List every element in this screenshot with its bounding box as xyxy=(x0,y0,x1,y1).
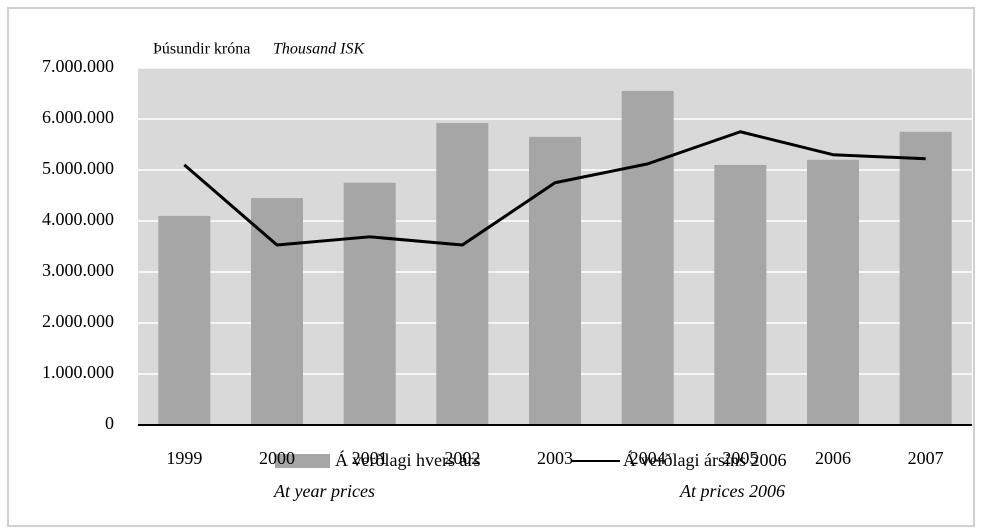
bar xyxy=(529,136,581,425)
x-tick-label: 2005 xyxy=(722,448,758,468)
bar xyxy=(251,198,303,425)
legend-label: Á verðlagi ársins 2006 xyxy=(623,449,786,470)
y-tick-label: 3.000.000 xyxy=(42,260,114,280)
x-tick-label: 2002 xyxy=(444,448,480,468)
x-tick-label: 2003 xyxy=(537,448,573,468)
legend-label-en: At year prices xyxy=(273,481,375,501)
bar xyxy=(807,159,859,426)
x-tick-label: 2000 xyxy=(259,448,295,468)
y-tick-label: 7.000.000 xyxy=(42,56,114,76)
x-tick-label: 2001 xyxy=(352,448,388,468)
y-tick-label: 0 xyxy=(105,413,114,433)
bar xyxy=(343,182,396,425)
legend-label-en: At prices 2006 xyxy=(679,481,785,501)
y-tick-label: 1.000.000 xyxy=(42,362,114,382)
bar xyxy=(714,164,767,425)
x-tick-label: 2006 xyxy=(815,448,851,468)
bar xyxy=(436,123,489,425)
y-tick-label: 6.000.000 xyxy=(42,107,114,127)
legend-label: Á verðlagi hvers árs xyxy=(335,449,480,470)
y-tick-label: 2.000.000 xyxy=(42,311,114,331)
y-tick-label: 5.000.000 xyxy=(42,158,114,178)
line xyxy=(183,130,926,247)
legend-swatch-bar xyxy=(275,454,330,468)
x-tick-label: 1999 xyxy=(166,448,202,468)
x-tick-label: 2004 xyxy=(630,448,666,468)
y-axis-label-en: Thousand ISK xyxy=(273,41,365,58)
bar xyxy=(158,215,211,425)
y-axis-label: Þúsundir króna xyxy=(153,41,250,58)
bar xyxy=(621,90,674,425)
x-tick-label: 2007 xyxy=(908,448,944,468)
y-tick-label: 4.000.000 xyxy=(42,209,114,229)
bar xyxy=(899,131,952,425)
